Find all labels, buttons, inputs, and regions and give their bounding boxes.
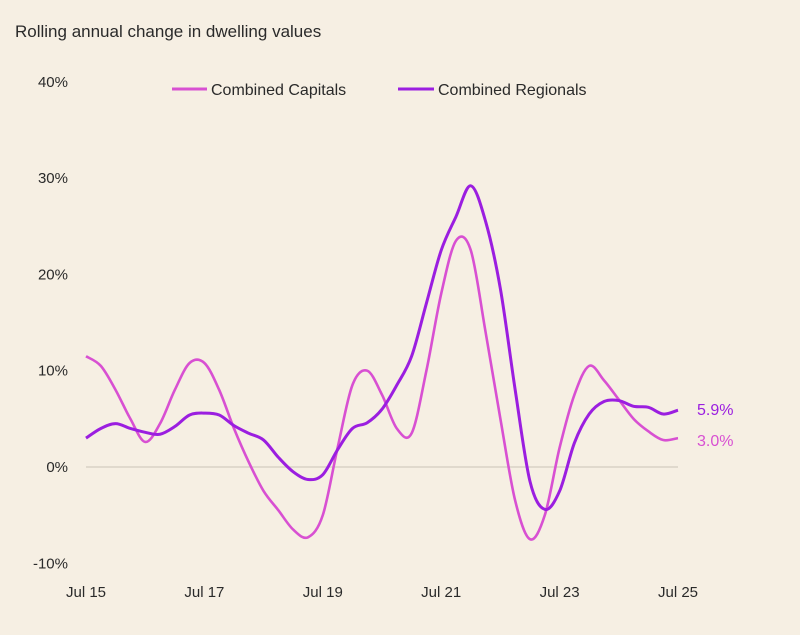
legend: Combined Capitals Combined Regionals <box>172 82 587 99</box>
y-tick-label: -10% <box>33 555 68 572</box>
x-tick-label: Jul 23 <box>540 584 580 601</box>
x-tick-label: Jul 25 <box>658 584 698 601</box>
end-label-capitals: 3.0% <box>697 433 733 450</box>
y-tick-label: 30% <box>38 170 68 187</box>
x-tick-label: Jul 17 <box>184 584 224 601</box>
y-tick-label: 40% <box>38 74 68 91</box>
x-tick-label: Jul 21 <box>421 584 461 601</box>
x-tick-label: Jul 15 <box>66 584 106 601</box>
y-axis: -10% 0% 10% 20% 30% 40% <box>33 74 68 572</box>
end-label-regionals: 5.9% <box>697 402 733 419</box>
series-line-capitals <box>85 235 679 541</box>
series-lines <box>85 184 679 541</box>
series-line-regionals <box>85 184 679 511</box>
y-tick-label: 10% <box>38 363 68 380</box>
end-labels: 3.0% 5.9% <box>697 402 733 450</box>
x-tick-label: Jul 19 <box>303 584 343 601</box>
legend-label-regionals: Combined Regionals <box>438 82 587 99</box>
y-tick-label: 0% <box>46 459 68 476</box>
legend-label-capitals: Combined Capitals <box>211 82 346 99</box>
chart-title: Rolling annual change in dwelling values <box>15 22 321 41</box>
x-axis: Jul 15 Jul 17 Jul 19 Jul 21 Jul 23 Jul 25 <box>66 584 698 601</box>
y-tick-label: 20% <box>38 266 68 283</box>
